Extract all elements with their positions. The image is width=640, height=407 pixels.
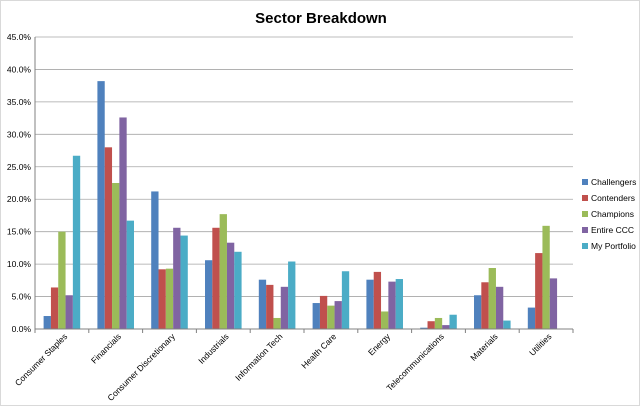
bars — [43, 81, 558, 329]
bar — [72, 155, 81, 329]
legend-label: Challengers — [591, 177, 636, 187]
bar — [495, 286, 504, 329]
bar — [126, 220, 134, 329]
bar — [158, 269, 166, 329]
bar — [226, 242, 235, 329]
bar — [527, 307, 536, 329]
bar — [288, 261, 296, 329]
bar — [112, 183, 120, 329]
x-tick-label: Financials — [89, 331, 123, 365]
y-axis-ticks: 0.0% 5.0% 10.0% 15.0% 20.0% 25.0% 30.0% 35.0% 40… — [7, 32, 32, 334]
legend-label: Champions — [591, 209, 634, 219]
x-tick-label: Consumer Staples — [13, 331, 70, 388]
y-tick-label: 10.0% — [7, 259, 32, 269]
legend-label: Entire CCC — [591, 225, 634, 235]
bar — [319, 295, 328, 329]
y-tick-label: 35.0% — [7, 97, 32, 107]
legend-label: My Portfolio — [591, 241, 636, 251]
bar — [420, 327, 428, 329]
bar — [266, 284, 274, 329]
bar — [542, 225, 550, 329]
bar — [205, 260, 213, 329]
bar — [481, 282, 489, 329]
legend-swatch — [582, 211, 588, 217]
x-tick-label: Information Tech — [233, 331, 285, 383]
legend-swatch — [582, 179, 588, 185]
legend-swatch — [582, 243, 588, 249]
bar — [381, 311, 389, 329]
x-tick-label: Energy — [366, 331, 393, 358]
bar — [549, 278, 558, 329]
legend-swatch — [582, 195, 588, 201]
y-tick-label: 5.0% — [12, 292, 32, 302]
y-tick-label: 30.0% — [7, 129, 32, 139]
legend-label: Contenders — [591, 193, 635, 203]
x-tick-label: Materials — [468, 331, 499, 362]
bar — [373, 271, 382, 329]
bar — [258, 279, 267, 329]
bar — [449, 314, 457, 329]
bar — [212, 227, 220, 329]
bar — [165, 268, 174, 329]
x-tick-label: Utilities — [527, 331, 553, 357]
y-tick-label: 20.0% — [7, 194, 32, 204]
bar — [334, 301, 342, 329]
bar — [104, 147, 113, 329]
bar — [119, 117, 127, 329]
bar — [474, 295, 482, 329]
bar — [395, 279, 403, 329]
axes — [34, 37, 574, 333]
bar — [280, 286, 289, 329]
bar — [434, 317, 443, 329]
bar — [97, 81, 105, 329]
bar — [312, 303, 320, 329]
bar — [427, 321, 435, 329]
x-tick-label: Industrials — [196, 331, 230, 365]
bar — [234, 251, 242, 329]
y-tick-label: 25.0% — [7, 162, 32, 172]
bar — [535, 253, 543, 329]
bar — [50, 287, 59, 329]
bar — [65, 295, 73, 329]
bar — [327, 305, 335, 329]
y-tick-label: 15.0% — [7, 227, 32, 237]
bar — [151, 191, 159, 329]
y-tick-label: 0.0% — [12, 324, 32, 334]
bar — [273, 317, 281, 329]
bar — [173, 227, 181, 329]
legend: Challengers Contenders Champions Entire CCC… — [582, 177, 636, 251]
bar — [180, 235, 188, 329]
x-tick-label: Health Care — [299, 331, 338, 370]
bar — [503, 320, 511, 329]
bar — [43, 316, 51, 329]
chart-title: Sector Breakdown — [255, 10, 387, 27]
bar — [442, 325, 450, 329]
y-tick-label: 40.0% — [7, 64, 32, 74]
bar — [341, 271, 350, 329]
bar — [219, 214, 227, 329]
bar — [488, 268, 496, 329]
x-tick-label: Telecommunications — [384, 331, 446, 393]
legend-swatch — [582, 227, 588, 233]
bar — [58, 231, 66, 329]
bar — [388, 281, 396, 329]
y-tick-label: 45.0% — [7, 32, 32, 42]
bar — [366, 279, 374, 329]
